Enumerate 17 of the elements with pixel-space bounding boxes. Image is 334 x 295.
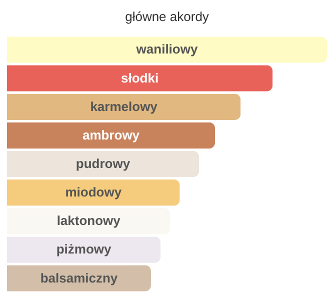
bar: [7, 236, 161, 263]
bar: [7, 122, 215, 149]
bar: [7, 179, 180, 206]
y-tick-label: laktonowy: [56, 213, 122, 228]
y-tick-label: pudrowy: [76, 156, 131, 171]
y-tick-label: waniliowy: [135, 42, 198, 57]
y-tick-label: ambrowy: [82, 127, 140, 142]
y-tick-label: słodki: [121, 70, 159, 86]
y-tick-label: balsamiczny: [40, 270, 118, 286]
bar: [7, 65, 273, 92]
y-tick-label: miodowy: [65, 184, 122, 200]
chart-title: główne akordy: [125, 9, 210, 24]
bar: [7, 36, 327, 63]
y-tick-label: karmelowy: [90, 98, 158, 114]
y-tick-label: piżmowy: [56, 242, 112, 257]
bar: [7, 94, 241, 120]
bar: [7, 150, 199, 178]
